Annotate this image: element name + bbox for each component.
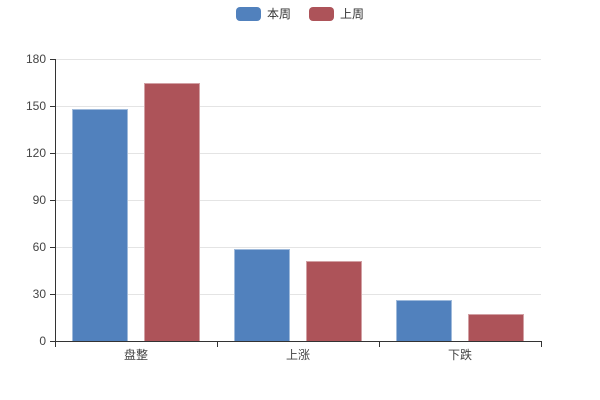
legend-item-本周[interactable]: 本周 (235, 5, 291, 22)
y-axis-tick (50, 294, 55, 295)
legend-swatch-icon (235, 6, 261, 21)
bar-本周-上涨 (234, 248, 290, 341)
y-axis-tick (50, 153, 55, 154)
y-axis-tick (50, 247, 55, 248)
y-axis-label: 150 (25, 99, 46, 113)
x-axis-tick (379, 342, 380, 347)
y-axis-tick (50, 200, 55, 201)
y-gridline (56, 200, 541, 201)
bar-上周-盘整 (144, 82, 200, 341)
y-axis-tick (50, 341, 55, 342)
y-axis-label: 0 (39, 334, 46, 348)
y-gridline (56, 153, 541, 154)
x-axis-tick (55, 342, 56, 347)
y-axis-tick (50, 59, 55, 60)
y-gridline (56, 247, 541, 248)
x-axis-tick (217, 342, 218, 347)
x-axis-category-label: 下跌 (447, 348, 472, 362)
bar-上周-下跌 (468, 314, 524, 341)
legend-item-上周[interactable]: 上周 (309, 5, 364, 22)
y-axis-label: 90 (32, 193, 46, 207)
y-axis-tick (50, 106, 55, 107)
legend-label: 上周 (340, 7, 365, 21)
y-axis-label: 60 (32, 240, 46, 254)
y-gridline (56, 106, 541, 107)
bar-上周-上涨 (306, 261, 362, 341)
x-axis-category-label: 上涨 (285, 348, 310, 362)
x-axis-line (55, 341, 542, 342)
bar-本周-盘整 (72, 109, 128, 341)
x-axis-tick (541, 342, 542, 347)
y-axis-label: 120 (25, 146, 46, 160)
y-axis-line (55, 59, 56, 341)
y-gridline (56, 294, 541, 295)
x-axis-category-label: 盘整 (123, 348, 148, 362)
chart-legend: 本周 上周 (0, 5, 600, 22)
legend-label: 本周 (266, 7, 291, 21)
legend-swatch-icon (309, 6, 334, 21)
bar-本周-下跌 (396, 300, 452, 341)
y-axis-label: 30 (32, 287, 46, 301)
y-gridline (56, 59, 541, 60)
y-axis-label: 180 (25, 52, 46, 66)
